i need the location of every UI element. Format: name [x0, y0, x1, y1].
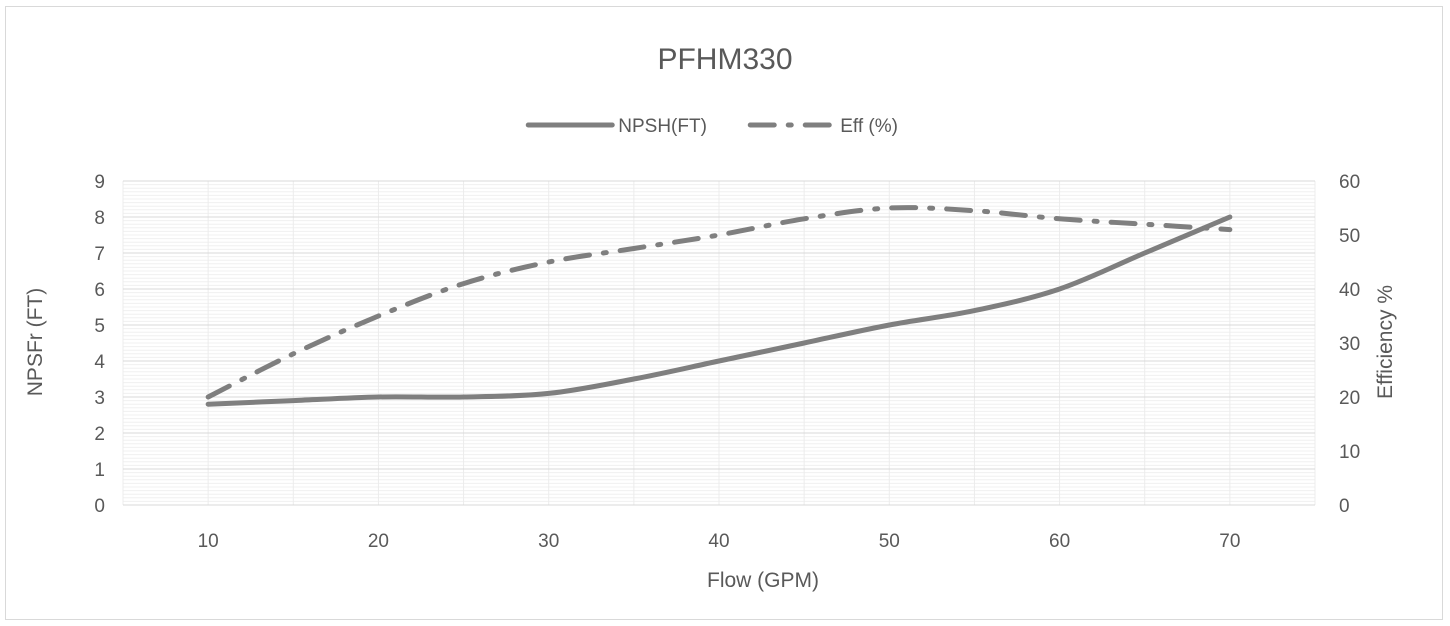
x-tick-label: 70 [1219, 531, 1240, 552]
x-tick-label: 50 [879, 531, 900, 552]
y2-tick-label: 60 [1339, 172, 1360, 193]
y-tick-label: 2 [94, 424, 105, 445]
x-tick-label: 30 [538, 531, 559, 552]
y-tick-label: 8 [94, 208, 105, 229]
y2-tick-label: 30 [1339, 334, 1360, 355]
y-tick-label: 7 [94, 244, 105, 265]
y-tick-label: 1 [94, 460, 105, 481]
series-layer [205, 205, 1233, 407]
series-line-2 [205, 205, 1233, 400]
y-tick-label: 6 [94, 280, 105, 301]
axes: 0 1 2 3 4 5 6 7 8 9 0 10 20 30 40 50 60 10 20 30 40 50 60 70 [94, 172, 1360, 552]
y2-tick-label: 40 [1339, 280, 1360, 301]
y-axis-label: NPSFr (FT) [24, 288, 47, 396]
legend-label-1: NPSH(FT) [618, 116, 707, 137]
y2-axis-label: Efficiency % [1374, 285, 1397, 399]
y-tick-label: 5 [94, 316, 105, 337]
x-tick-label: 20 [368, 531, 389, 552]
y-tick-label: 3 [94, 388, 105, 409]
series-line-1 [205, 214, 1233, 407]
y-tick-label: 4 [94, 352, 105, 373]
y2-tick-label: 20 [1339, 388, 1360, 409]
chart-frame: PFHM330 NPSH(FT) Eff (%) 0 1 2 3 4 5 6 7 8 9 0 10 20 3… [5, 6, 1443, 620]
y-tick-label: 0 [94, 496, 105, 517]
x-axis-label: Flow (GPM) [707, 569, 819, 592]
y2-tick-label: 10 [1339, 442, 1360, 463]
x-tick-label: 40 [708, 531, 729, 552]
y-tick-label: 9 [94, 172, 105, 193]
y2-tick-label: 0 [1339, 496, 1350, 517]
grid [122, 180, 1316, 506]
legend: NPSH(FT) Eff (%) [525, 116, 898, 137]
y2-tick-label: 50 [1339, 226, 1360, 247]
legend-label-2: Eff (%) [840, 116, 898, 137]
chart-title: PFHM330 [657, 43, 792, 76]
x-tick-label: 10 [198, 531, 219, 552]
x-tick-label: 60 [1049, 531, 1070, 552]
chart-svg: PFHM330 NPSH(FT) Eff (%) 0 1 2 3 4 5 6 7 8 9 0 10 20 3… [24, 43, 1397, 592]
